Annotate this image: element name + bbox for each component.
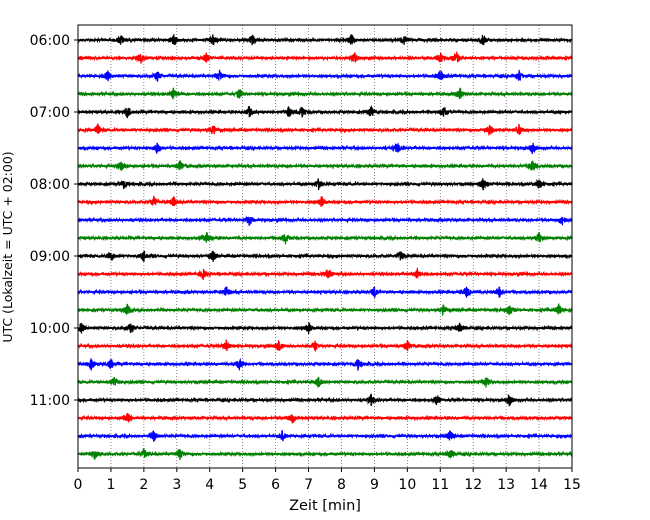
trace-0715 [77,123,573,137]
trace-0800 [77,178,573,191]
trace-0700 [77,105,573,119]
x-tick-label: 2 [139,477,148,493]
trace-0815 [77,195,573,208]
trace-lines [77,34,573,461]
x-tick-label: 0 [74,477,83,493]
plot-frame [77,24,573,469]
x-tick-label: 6 [271,477,280,493]
y-tick-label: 10:00 [30,321,70,337]
y-tick-label: 07:00 [30,105,70,121]
x-axis-label: Zeit [min] [289,498,361,514]
x-tick-label: 13 [497,477,515,493]
x-tick-label: 11 [431,477,449,493]
trace-0930 [77,286,573,298]
x-tick-label: 15 [563,477,581,493]
y-tick-label: 08:00 [30,177,70,193]
x-tick-label: 4 [205,477,214,493]
trace-0915 [77,267,573,280]
trace-1015 [77,339,573,352]
trace-1130 [77,430,573,442]
trace-0645 [77,87,573,100]
x-axis-ticks: 0 1 2 3 4 5 6 7 8 9 10 11 12 13 14 15 [74,468,581,493]
trace-0730 [77,142,573,155]
y-axis-label: UTC (Lokalzeit = UTC + 02:00) [0,151,15,342]
trace-0945 [77,303,573,317]
x-tick-label: 10 [398,477,416,493]
y-tick-label: 11:00 [30,393,70,409]
trace-1000 [77,322,573,335]
trace-1030 [77,357,573,371]
trace-0830 [77,215,573,226]
x-tick-label: 5 [238,477,247,493]
trace-0630 [77,69,573,82]
x-tick-label: 8 [337,477,346,493]
trace-1115 [77,412,573,424]
trace-1145 [77,448,573,461]
x-tick-label: 14 [530,477,548,493]
trace-0615 [77,51,573,64]
x-tick-label: 12 [464,477,482,493]
trace-0745 [77,160,573,171]
x-tick-label: 1 [106,477,115,493]
trace-0900 [77,250,573,262]
x-tick-label: 9 [370,477,379,493]
trace-0600 [77,34,573,46]
y-tick-label: 06:00 [30,33,70,49]
trace-1100 [77,393,573,407]
trace-1045 [77,376,573,389]
x-tick-label: 7 [304,477,313,493]
grid-lines [110,25,540,468]
trace-0845 [77,232,573,245]
y-tick-label: 09:00 [30,249,70,265]
x-tick-label: 3 [172,477,181,493]
y-axis-ticks: 06:00 07:00 08:00 09:00 10:00 11:00 [30,33,78,409]
